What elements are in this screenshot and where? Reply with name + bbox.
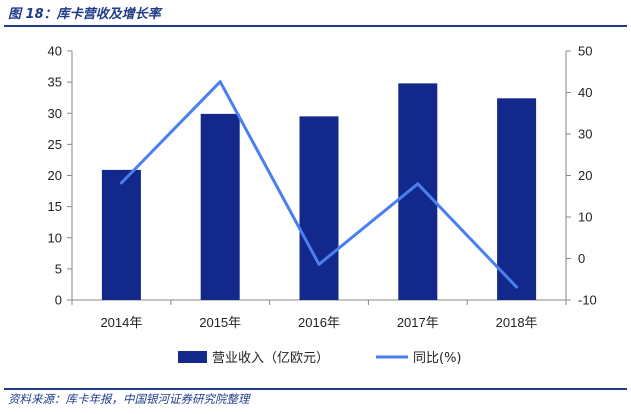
source-divider bbox=[4, 388, 627, 390]
bar bbox=[200, 113, 240, 300]
bar bbox=[497, 98, 537, 300]
legend-bar-swatch bbox=[178, 351, 207, 363]
y-right-tick-label: 50 bbox=[578, 44, 592, 59]
y-right-tick-label: 20 bbox=[578, 168, 592, 183]
legend-bar-label: 营业收入（亿欧元） bbox=[212, 351, 329, 366]
y-left-tick-label: 20 bbox=[48, 168, 62, 183]
y-left-tick-label: 0 bbox=[55, 293, 62, 308]
line-series bbox=[119, 80, 519, 289]
x-tick-label: 2017年 bbox=[397, 315, 439, 330]
y-left-tick-label: 10 bbox=[48, 230, 62, 245]
y-left-tick-label: 25 bbox=[48, 137, 62, 152]
growth-point bbox=[119, 181, 123, 185]
y-left-tick-label: 40 bbox=[48, 44, 62, 59]
x-tick-label: 2014年 bbox=[100, 315, 142, 330]
growth-point bbox=[317, 262, 321, 266]
growth-point bbox=[515, 285, 519, 289]
growth-point bbox=[416, 182, 420, 186]
x-tick-label: 2018年 bbox=[496, 315, 538, 330]
y-right-tick-label: 10 bbox=[578, 210, 592, 225]
y-left-tick-label: 15 bbox=[48, 199, 62, 214]
y-right-tick-label: 30 bbox=[578, 127, 592, 142]
growth-point bbox=[218, 80, 222, 84]
tick-labels: 0 5 10 15 20 25 30 35 40 -10 0 10 20 30 40 50 2014年 2015年… bbox=[48, 44, 597, 331]
title-divider bbox=[4, 25, 627, 27]
bar bbox=[398, 83, 438, 301]
bar bbox=[299, 116, 339, 300]
bar-series bbox=[101, 83, 537, 301]
y-right-tick-label: 40 bbox=[578, 85, 592, 100]
y-left-tick-label: 35 bbox=[48, 75, 62, 90]
legend-line-label: 同比(%) bbox=[413, 351, 462, 366]
y-left-tick-label: 5 bbox=[55, 261, 62, 276]
figure-title: 图 18：库卡营收及增长率 bbox=[8, 7, 161, 22]
y-right-tick-label: -10 bbox=[578, 293, 597, 308]
bar bbox=[101, 169, 141, 300]
chart-legend: 营业收入（亿欧元） 同比(%) bbox=[178, 351, 462, 366]
y-right-tick-label: 0 bbox=[578, 251, 585, 266]
source-note: 资料来源：库卡年报，中国银河证券研究院整理 bbox=[8, 392, 250, 406]
x-tick-label: 2016年 bbox=[298, 315, 340, 330]
x-tick-label: 2015年 bbox=[199, 315, 241, 330]
y-left-tick-label: 30 bbox=[48, 106, 62, 121]
